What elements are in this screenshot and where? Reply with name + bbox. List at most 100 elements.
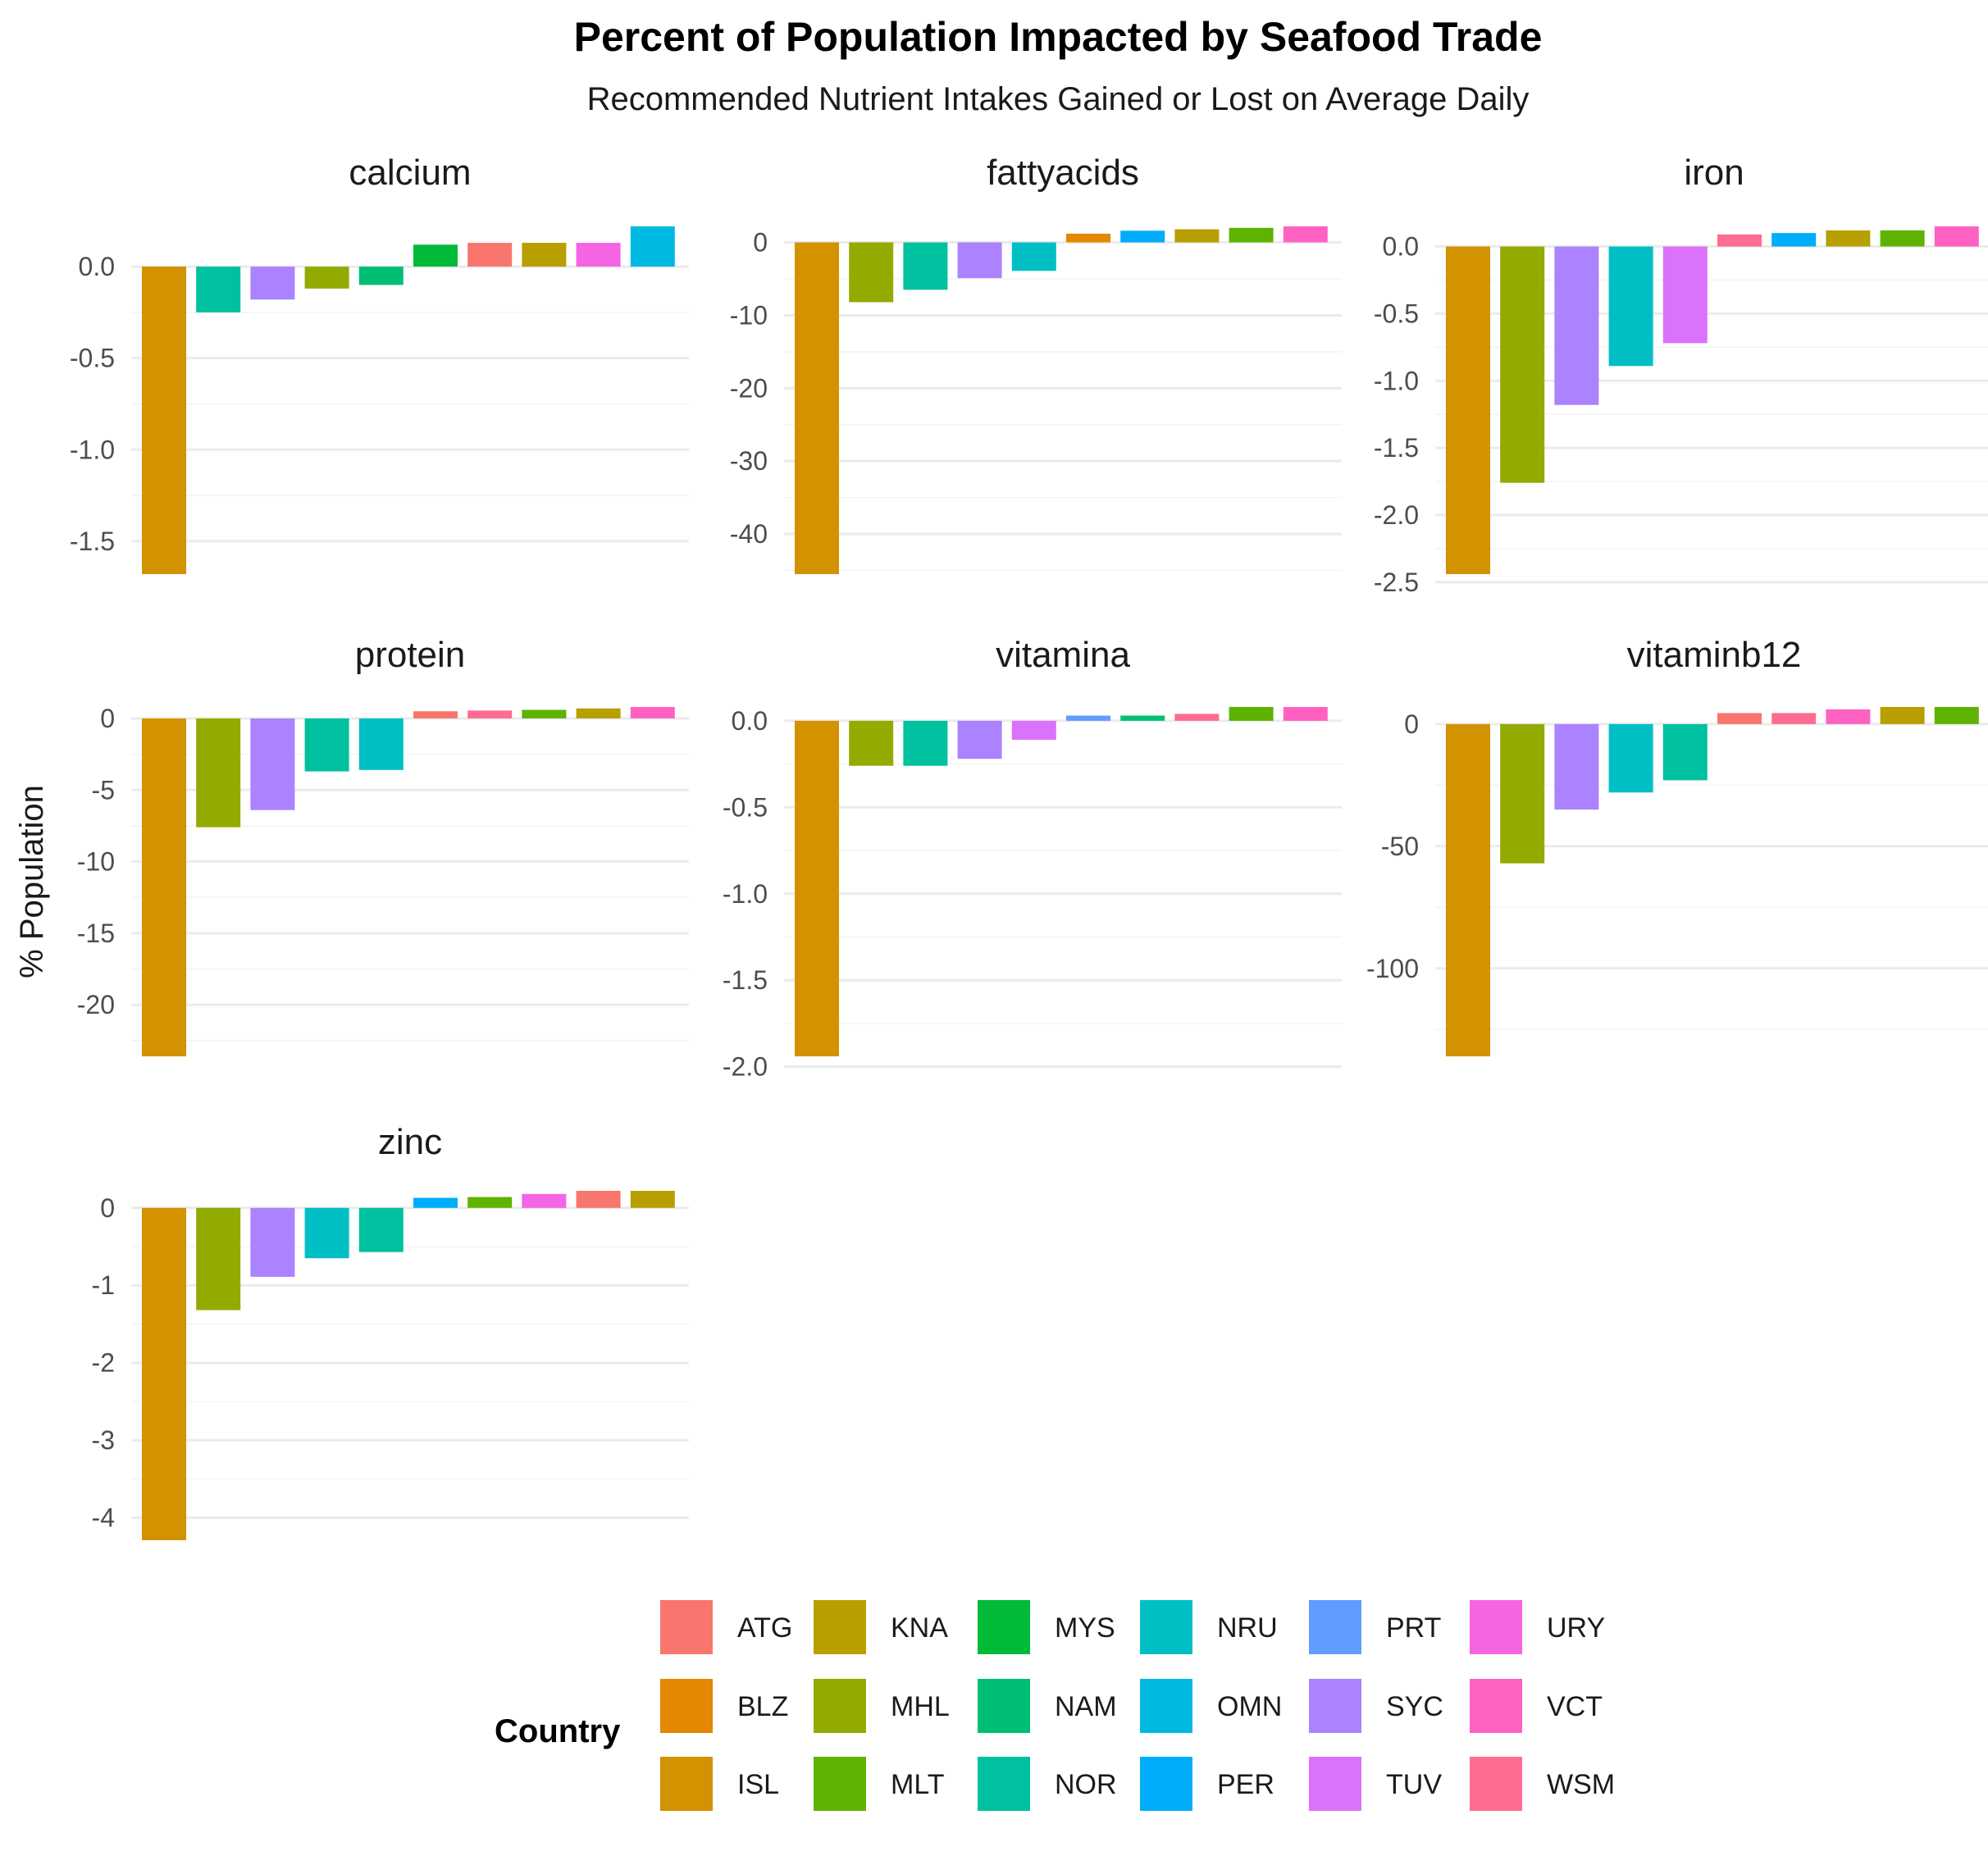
- facet-label-protein: protein: [355, 635, 466, 675]
- bar-protein-nor: [304, 718, 349, 772]
- y-tick-label: -0.5: [1374, 299, 1419, 328]
- y-tick-label: 0.0: [79, 252, 115, 281]
- y-tick-label: -40: [730, 519, 768, 549]
- bar-zinc-per: [413, 1197, 458, 1208]
- legend: Country ATG BLZ ISL KNA MHL MLT MYS NAM NOR NRU OM…: [495, 1600, 1615, 1811]
- y-tick-label: -1.0: [723, 879, 768, 909]
- legend-title: Country: [495, 1713, 621, 1749]
- bar-calcium-ury: [576, 243, 621, 267]
- legend-label-mlt: MLT: [891, 1769, 944, 1800]
- bar-vitaminb12-vct: [1826, 709, 1871, 724]
- chart-subtitle: Recommended Nutrient Intakes Gained or L…: [587, 81, 1530, 117]
- legend-key-isl: [660, 1757, 713, 1811]
- panel-zinc: 0 -1 -2 -3 -4 zinc: [92, 1122, 689, 1540]
- bar-vitaminb12-atg: [1717, 713, 1762, 724]
- bar-zinc-nor: [358, 1207, 404, 1252]
- legend-key-vct: [1470, 1679, 1522, 1733]
- y-tick-label: -1.0: [70, 435, 115, 464]
- legend-key-wsm: [1470, 1757, 1522, 1811]
- bar-vitamina-mlt: [1229, 707, 1274, 721]
- bar-zinc-nru: [304, 1207, 349, 1259]
- bar-calcium-syc: [250, 267, 295, 300]
- facet-label-fattyacids: fattyacids: [987, 153, 1139, 193]
- bar-vitamina-wsm: [1174, 714, 1220, 721]
- y-tick-label: -4: [92, 1503, 115, 1533]
- bar-vitaminb12-nru: [1608, 723, 1653, 793]
- bar-protein-mhl: [196, 718, 241, 828]
- bar-fattyacids-isl: [795, 242, 839, 574]
- legend-label-mhl: MHL: [891, 1691, 950, 1722]
- y-tick-label: -3: [92, 1425, 115, 1455]
- legend-items: ATG BLZ ISL KNA MHL MLT MYS NAM NOR NRU OMN PER PRT S…: [660, 1600, 1615, 1811]
- legend-label-vct: VCT: [1547, 1691, 1603, 1722]
- y-tick-label: -2: [92, 1348, 115, 1378]
- legend-label-omn: OMN: [1217, 1691, 1282, 1722]
- facet-label-vitamina: vitamina: [996, 635, 1130, 675]
- legend-key-per: [1140, 1757, 1192, 1811]
- legend-label-atg: ATG: [737, 1612, 792, 1644]
- legend-key-mlt: [814, 1757, 866, 1811]
- bar-fattyacids-nor: [903, 242, 948, 290]
- bar-vitaminb12-mlt: [1934, 707, 1979, 724]
- legend-label-mys: MYS: [1055, 1612, 1115, 1644]
- bar-fattyacids-vct: [1283, 226, 1328, 243]
- legend-key-prt: [1309, 1600, 1361, 1654]
- y-tick-label: -0.5: [723, 792, 768, 822]
- legend-key-mys: [978, 1600, 1030, 1654]
- y-tick-label: -1.5: [723, 965, 768, 995]
- facet-label-vitaminb12: vitaminb12: [1627, 635, 1802, 675]
- y-tick-label: -2.0: [723, 1052, 768, 1082]
- bar-protein-isl: [142, 718, 186, 1056]
- bar-vitamina-prt: [1066, 715, 1110, 721]
- legend-key-syc: [1309, 1679, 1361, 1733]
- legend-key-blz: [660, 1679, 713, 1733]
- legend-key-nor: [978, 1757, 1030, 1811]
- bar-calcium-atg: [467, 243, 513, 267]
- panel-fattyacids: 0 -10 -20 -30 -40 fattyacids: [730, 153, 1342, 574]
- bar-zinc-syc: [250, 1207, 295, 1277]
- bar-vitamina-mhl: [849, 720, 894, 766]
- legend-key-ury: [1470, 1600, 1522, 1654]
- legend-label-kna: KNA: [891, 1612, 948, 1644]
- bar-protein-atg: [413, 711, 458, 718]
- y-tick-label: -10: [730, 300, 768, 330]
- bar-fattyacids-blz: [1066, 233, 1110, 243]
- panel-vitamina: 0.0 -0.5 -1.0 -1.5 -2.0 vitamina: [723, 635, 1342, 1082]
- legend-label-nam: NAM: [1055, 1691, 1117, 1722]
- bar-iron-mlt: [1880, 230, 1925, 247]
- y-tick-label: 0.0: [732, 706, 768, 736]
- bar-iron-kna: [1826, 230, 1871, 247]
- bar-vitaminb12-mhl: [1500, 723, 1545, 864]
- legend-label-nru: NRU: [1217, 1612, 1278, 1644]
- bar-calcium-nor: [196, 267, 241, 312]
- bar-calcium-mys: [413, 244, 458, 267]
- bar-zinc-mhl: [196, 1207, 241, 1311]
- bar-protein-mlt: [522, 709, 567, 718]
- bar-zinc-kna: [630, 1191, 675, 1208]
- legend-label-wsm: WSM: [1547, 1769, 1615, 1800]
- legend-label-isl: ISL: [737, 1769, 779, 1800]
- panel-vitaminb12: 0 -50 -100 vitaminb12: [1366, 635, 1988, 1056]
- bar-zinc-mlt: [467, 1197, 513, 1208]
- chart-title: Percent of Population Impacted by Seafoo…: [574, 14, 1543, 60]
- facet-label-calcium: calcium: [349, 153, 471, 193]
- bar-vitamina-vct: [1283, 707, 1328, 721]
- bar-vitamina-nor: [903, 720, 948, 766]
- y-tick-label: -20: [730, 373, 768, 403]
- bar-iron-syc: [1554, 246, 1599, 405]
- bar-vitaminb12-syc: [1554, 723, 1599, 810]
- bar-calcium-mhl: [304, 267, 349, 289]
- bar-iron-per: [1771, 233, 1817, 247]
- y-tick-label: -2.5: [1374, 568, 1419, 597]
- bar-iron-wsm: [1717, 234, 1762, 247]
- y-tick-label: -10: [77, 847, 115, 877]
- panel-calcium: 0.0 -0.5 -1.0 -1.5 calcium: [70, 153, 689, 574]
- y-tick-label: 0: [753, 228, 768, 258]
- y-tick-label: 0.0: [1383, 232, 1419, 262]
- bar-protein-kna: [576, 708, 621, 718]
- legend-key-kna: [814, 1600, 866, 1654]
- bar-zinc-atg: [576, 1191, 621, 1208]
- y-tick-label: -1.5: [70, 527, 115, 556]
- y-tick-label: -30: [730, 446, 768, 476]
